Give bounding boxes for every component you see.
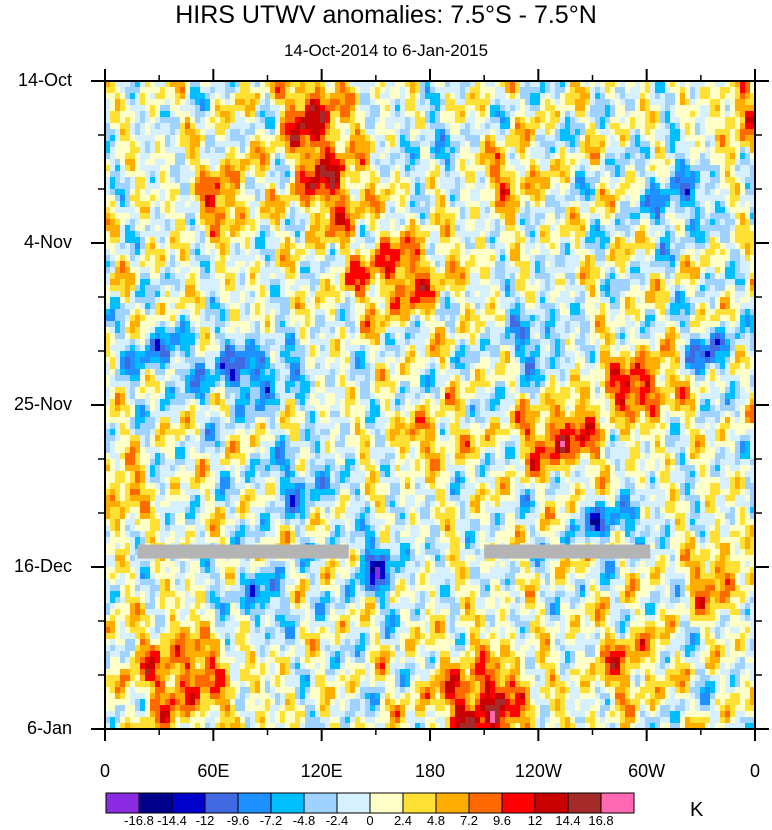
colorbar-level-label: -16.8 — [124, 813, 154, 828]
x-tick-label: 120W — [514, 761, 562, 781]
colorbar-swatch — [237, 792, 272, 814]
colorbar-swatch — [402, 792, 437, 814]
x-tick-label: 60W — [628, 761, 666, 781]
colorbar-swatch — [369, 792, 404, 814]
colorbar-level-label: 12 — [527, 813, 543, 828]
chart-subtitle: 14-Oct-2014 to 6-Jan-2015 — [283, 41, 489, 60]
chart-title: HIRS UTWV anomalies: 7.5°S - 7.5°N — [175, 1, 597, 29]
colorbar-level-label: -12 — [195, 813, 215, 828]
colorbar-swatch — [567, 792, 602, 814]
colorbar-level-label: -2.4 — [325, 813, 349, 828]
axis-ticks — [91, 69, 769, 741]
colorbar-level-label: 7.2 — [459, 813, 479, 828]
x-tick-label: 120E — [300, 761, 343, 781]
colorbar-level-label: -9.6 — [226, 813, 250, 828]
colorbar-swatch — [336, 792, 371, 814]
missing-data-bar — [484, 544, 651, 559]
colorbar-swatch — [501, 792, 536, 814]
colorbar-swatch — [600, 792, 635, 814]
colorbar-swatch — [105, 792, 140, 814]
anomaly-field — [105, 81, 755, 729]
missing-data-bar — [137, 544, 349, 559]
x-tick-label: 60E — [197, 761, 230, 781]
colorbar-level-label: 2.4 — [393, 813, 413, 828]
colorbar-level-label: 0 — [366, 813, 374, 828]
x-tick-label: 0 — [749, 761, 760, 781]
x-tick-label: 0 — [99, 761, 110, 781]
colorbar-swatch — [435, 792, 470, 814]
colorbar-level-label: 9.6 — [492, 813, 512, 828]
colorbar-swatch — [468, 792, 503, 814]
y-tick-label: 4-Nov — [23, 232, 72, 252]
colorbar-swatch — [138, 792, 173, 814]
colorbar-swatch — [534, 792, 569, 814]
colorbar-swatch — [171, 792, 206, 814]
colorbar-swatch — [204, 792, 239, 814]
colorbar-level-label: 16.8 — [588, 813, 614, 828]
colorbar-units: K — [690, 799, 704, 821]
colorbar-level-label: -7.2 — [259, 813, 283, 828]
colorbar — [105, 792, 635, 814]
y-tick-label: 25-Nov — [13, 394, 72, 414]
colorbar-level-label: 14.4 — [555, 813, 581, 828]
y-tick-label: 6-Jan — [26, 718, 72, 738]
colorbar-level-label: 4.8 — [426, 813, 446, 828]
colorbar-level-label: -4.8 — [292, 813, 316, 828]
colorbar-swatch — [270, 792, 305, 814]
colorbar-level-label: -14.4 — [157, 813, 187, 828]
y-tick-label: 14-Oct — [17, 70, 72, 90]
colorbar-swatch — [303, 792, 338, 814]
y-tick-label: 16-Dec — [13, 556, 72, 576]
x-tick-label: 180 — [414, 761, 446, 781]
missing-data-bars — [137, 544, 651, 559]
